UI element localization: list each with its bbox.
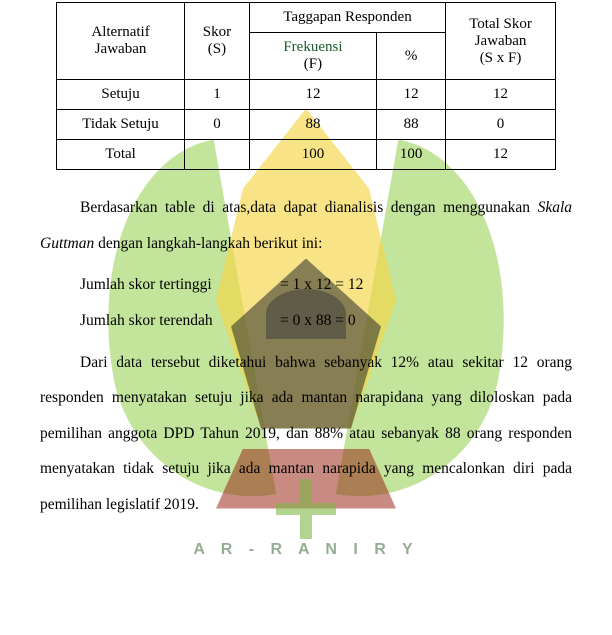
cell-persen: 88 [377,110,446,140]
calc-row-low: Jumlah skor terendah = 0 x 88 = 0 [80,303,572,339]
cell-persen: 100 [377,140,446,170]
cell-skor [185,140,250,170]
header-tanggapan: Taggapan Responden [249,3,445,33]
table-row: Setuju 1 12 12 12 [57,80,556,110]
p1-text-a: Berdasarkan table di atas,data dapat dia… [80,199,538,216]
header-total: Total Skor Jawaban (S x F) [446,3,556,80]
cell-persen: 12 [377,80,446,110]
cell-skor: 1 [185,80,250,110]
table-row: Total 100 100 12 [57,140,556,170]
header-frekuensi-line2: (F) [304,56,322,72]
calculation-block: Jumlah skor tertinggi = 1 x 12 = 12 Juml… [80,267,572,338]
cell-alt: Tidak Setuju [57,110,185,140]
calc-low-value: = 0 x 88 = 0 [280,303,356,339]
cell-alt: Setuju [57,80,185,110]
cell-freq: 100 [249,140,376,170]
header-total-line3: (S x F) [480,50,522,66]
header-persen: % [377,33,446,80]
header-total-line1: Total Skor [469,16,532,32]
calc-high-value: = 1 x 12 = 12 [280,267,363,303]
cell-freq: 12 [249,80,376,110]
header-skor-line2: (S) [208,41,226,57]
p1-text-b: dengan langkah-langkah berikut ini: [94,235,322,252]
response-table: Alternatif Jawaban Skor (S) Taggapan Res… [56,2,556,170]
cell-total: 12 [446,80,556,110]
header-skor: Skor (S) [185,3,250,80]
header-frekuensi: Frekuensi (F) [249,33,376,80]
document-content: Alternatif Jawaban Skor (S) Taggapan Res… [0,2,612,523]
header-alternatif: Alternatif Jawaban [57,3,185,80]
paragraph-analysis: Dari data tersebut diketahui bahwa seban… [40,345,572,523]
cell-alt: Total [57,140,185,170]
calc-low-label: Jumlah skor terendah [80,303,280,339]
header-alternatif-line1: Alternatif [91,24,149,40]
watermark-text: A R - R A N I R Y [193,541,418,559]
header-alternatif-line2: Jawaban [95,41,147,57]
cell-total: 0 [446,110,556,140]
calc-row-high: Jumlah skor tertinggi = 1 x 12 = 12 [80,267,572,303]
cell-freq: 88 [249,110,376,140]
table-header-row-1: Alternatif Jawaban Skor (S) Taggapan Res… [57,3,556,33]
header-skor-line1: Skor [203,24,231,40]
header-frekuensi-line1: Frekuensi [283,39,342,55]
paragraph-intro: Berdasarkan table di atas,data dapat dia… [40,190,572,261]
cell-skor: 0 [185,110,250,140]
table-row: Tidak Setuju 0 88 88 0 [57,110,556,140]
calc-high-label: Jumlah skor tertinggi [80,267,280,303]
cell-total: 12 [446,140,556,170]
header-total-line2: Jawaban [475,33,527,49]
